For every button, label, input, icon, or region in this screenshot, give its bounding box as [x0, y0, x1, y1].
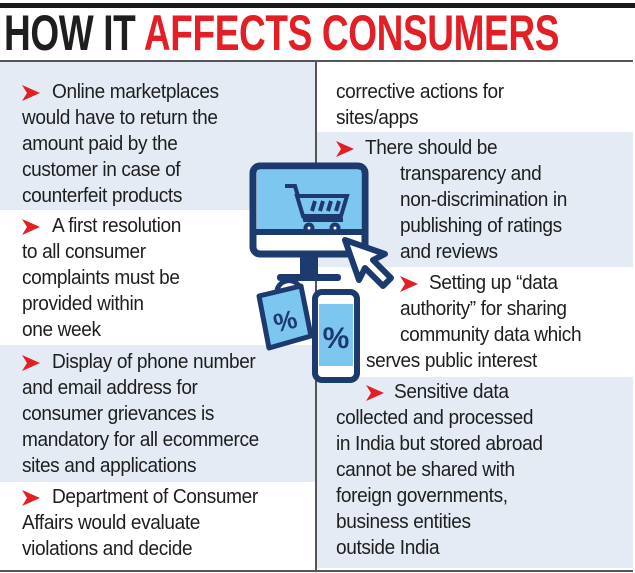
item-text-line: one week [22, 318, 101, 341]
ecommerce-illustration: % % [249, 162, 394, 383]
item-text-line: sites/apps [336, 106, 419, 129]
item-text-line: collected and processed [336, 406, 534, 429]
item-text-line: business entities [336, 510, 471, 533]
headline-part1: HOW IT [4, 5, 136, 61]
item-text-line: Display of phone number [52, 350, 256, 373]
item-text-line: There should be [365, 136, 498, 159]
svg-text:%: % [323, 322, 350, 355]
item-text-line: Sensitive data [394, 380, 509, 403]
item-text-line: to all consumer [22, 240, 146, 263]
item-text-line: A first resolution [52, 214, 181, 237]
item-text-line: and reviews [400, 240, 498, 263]
item-text-line: Affairs would evaluate [22, 511, 200, 534]
item-text-line: sites and applications [22, 454, 197, 477]
shopping-bag-percent-icon: % [256, 278, 314, 351]
smartphone-percent-icon: % [312, 289, 360, 383]
bullet-arrow-icon [22, 490, 40, 506]
bullet-arrow-icon [336, 141, 354, 157]
bullet-arrow-icon [400, 276, 418, 292]
item-text-line: publishing of ratings [400, 214, 562, 237]
item-text-line: community data which [400, 323, 582, 346]
item-text-line: violations and decide [22, 537, 193, 560]
right-panel-4 [317, 377, 633, 568]
item-text-line: outside India [336, 536, 440, 559]
item-text-line: Online marketplaces [52, 80, 219, 103]
left-panel-3 [0, 345, 315, 482]
shopping-cart-icon [285, 184, 350, 234]
item-text-line: non-discrimination in [400, 188, 568, 211]
cursor-arrow-icon [342, 237, 394, 289]
item-text-line: amount paid by the [22, 132, 178, 155]
item-text-line: authority” for sharing [400, 297, 567, 320]
item-text-line: serves public interest [366, 349, 537, 372]
item-text-line: and email address for [22, 376, 198, 399]
item-text-line: customer in case of [22, 158, 181, 181]
bullet-arrow-icon [22, 219, 40, 235]
bullet-arrow-icon [22, 355, 40, 371]
headline-part2: AFFECTS CONSUMERS [143, 5, 560, 61]
item-text-line: Department of Consumer [52, 485, 258, 508]
item-text-line: provided within [22, 292, 144, 315]
item-text-line: cannot be shared with [336, 458, 515, 481]
item-text-line: counterfeit products [22, 184, 183, 207]
item-text-line: foreign governments, [336, 484, 508, 507]
right-panel-2 [317, 132, 633, 267]
item-text-line: complaints must be [22, 266, 180, 289]
item-text-line: Setting up “data [429, 271, 558, 294]
headline: HOW IT AFFECTS CONSUMERS [4, 8, 559, 58]
bullet-arrow-icon [22, 85, 40, 101]
bullet-arrow-icon [366, 385, 384, 401]
item-text-line: consumer grievances is [22, 402, 215, 425]
item-text-line: mandatory for all ecommerce [22, 428, 259, 451]
item-text-line: corrective actions for [336, 80, 504, 103]
item-text-line: in India but stored abroad [336, 432, 543, 455]
item-text-line: would have to return the [22, 106, 218, 129]
item-text-line: transparency and [400, 162, 542, 185]
top-rule [0, 3, 635, 8]
